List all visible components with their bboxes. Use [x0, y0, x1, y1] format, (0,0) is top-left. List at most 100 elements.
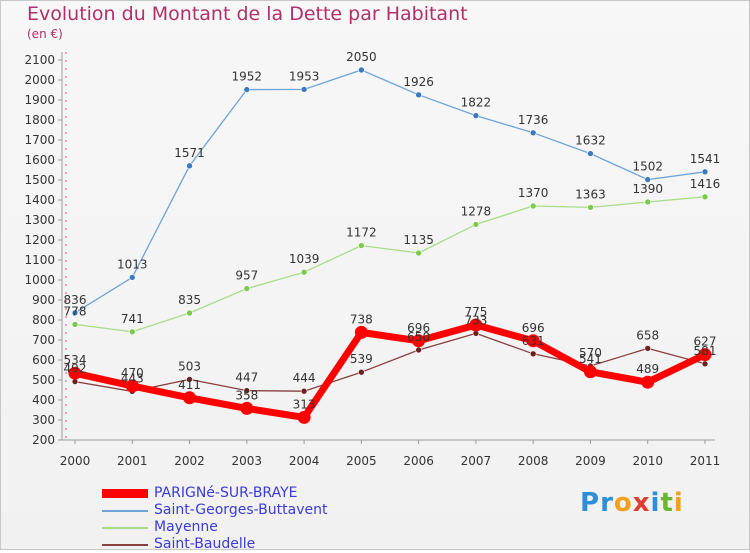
data-label: 443 [121, 371, 144, 385]
data-point [186, 309, 193, 317]
data-labels: 836 1013 1571 1952 1953 2050 1926 1822 1736 1632 1… [64, 50, 721, 411]
data-point [358, 242, 365, 249]
data-point [354, 325, 368, 339]
data-label: 534 [64, 353, 87, 367]
data-point [128, 274, 136, 281]
data-label: 1571 [174, 146, 205, 160]
data-point [300, 268, 308, 276]
logo-letter: o [613, 488, 633, 518]
data-point [472, 112, 480, 119]
data-point [698, 348, 712, 362]
unit-label: (en €) [27, 27, 63, 41]
x-tick-label: 2002 [174, 454, 205, 468]
data-label: 2050 [346, 50, 377, 64]
series-parign-sur-braye [68, 318, 712, 424]
logo-letter: P [580, 488, 601, 518]
data-point [583, 365, 597, 379]
series-line [74, 196, 706, 333]
axes: 200 300 400 500 600 700 800 900 1000 1100 1200 1300… [24, 52, 720, 468]
data-label: 1039 [289, 252, 320, 266]
data-label: 957 [235, 269, 258, 283]
data-label: 581 [694, 344, 717, 358]
series-mayenne [71, 193, 709, 336]
data-label: 1135 [403, 233, 434, 247]
x-tick-label: 2007 [461, 454, 492, 468]
data-point [644, 345, 652, 352]
data-point [641, 375, 655, 389]
data-label: 778 [64, 304, 87, 318]
x-tick-label: 2011 [690, 454, 721, 468]
y-tick-label: 1100 [24, 253, 55, 267]
data-point [300, 387, 308, 395]
data-point [300, 86, 308, 93]
x-tick-label: 2008 [518, 454, 549, 468]
series-line [74, 332, 706, 393]
y-tick-label: 1500 [24, 173, 55, 187]
data-label: 650 [407, 330, 430, 344]
y-tick-label: 200 [32, 433, 55, 447]
legend-label: Mayenne [154, 519, 218, 535]
data-point [128, 328, 136, 336]
data-point [125, 379, 139, 393]
data-label: 358 [235, 388, 258, 402]
data-label: 1370 [518, 186, 549, 200]
data-point [526, 334, 540, 348]
data-label: 696 [522, 321, 545, 335]
data-point [71, 309, 79, 317]
legend-label: Saint-Georges-Buttavent [154, 502, 328, 518]
y-tick-label: 2000 [24, 73, 55, 87]
data-point [469, 318, 483, 332]
y-tick-label: 1200 [24, 233, 55, 247]
logo-letter: i [673, 488, 684, 518]
logo-letter: t [660, 488, 674, 518]
data-point [186, 162, 193, 170]
data-label: 696 [407, 321, 430, 335]
x-tick-label: 2000 [60, 454, 91, 468]
y-tick-label: 1900 [24, 93, 55, 107]
data-point [529, 350, 537, 358]
data-point [68, 366, 82, 380]
data-point [701, 193, 709, 201]
data-point [415, 346, 422, 354]
y-tick-label: 600 [32, 353, 55, 367]
legend-swatch [102, 509, 148, 512]
data-label: 570 [579, 346, 602, 360]
data-point [529, 202, 537, 210]
data-label: 444 [293, 371, 316, 385]
x-tick-label: 2010 [632, 454, 663, 468]
data-point [644, 176, 652, 183]
y-tick-label: 500 [32, 373, 55, 387]
legend-label: PARIGNé-SUR-BRAYE [154, 485, 298, 501]
x-tick-label: 2005 [346, 454, 377, 468]
y-tick-label: 1400 [24, 193, 55, 207]
data-point [240, 401, 254, 415]
data-point [472, 221, 480, 228]
x-tick-label: 2001 [117, 454, 148, 468]
y-tick-label: 2100 [24, 53, 55, 67]
data-point [243, 86, 251, 93]
y-tick-label: 400 [32, 393, 55, 407]
data-point [587, 204, 594, 211]
x-tick-label: 2003 [232, 454, 263, 468]
data-label: 835 [178, 293, 201, 307]
data-label: 1953 [289, 69, 320, 83]
data-label: 836 [64, 293, 87, 307]
data-label: 1363 [575, 187, 606, 201]
data-label: 1541 [690, 152, 721, 166]
data-point [412, 334, 426, 348]
data-label: 1502 [632, 160, 663, 174]
data-point [644, 198, 652, 206]
data-label: 627 [694, 335, 717, 349]
data-point [529, 129, 537, 137]
data-point [183, 391, 197, 405]
data-label: 447 [235, 371, 258, 385]
y-tick-label: 1800 [24, 113, 55, 127]
data-label: 741 [121, 312, 144, 326]
data-label: 470 [121, 366, 144, 380]
data-label: 738 [350, 312, 373, 326]
y-tick-label: 300 [32, 413, 55, 427]
data-label: 1172 [346, 226, 377, 240]
data-point [297, 410, 311, 424]
